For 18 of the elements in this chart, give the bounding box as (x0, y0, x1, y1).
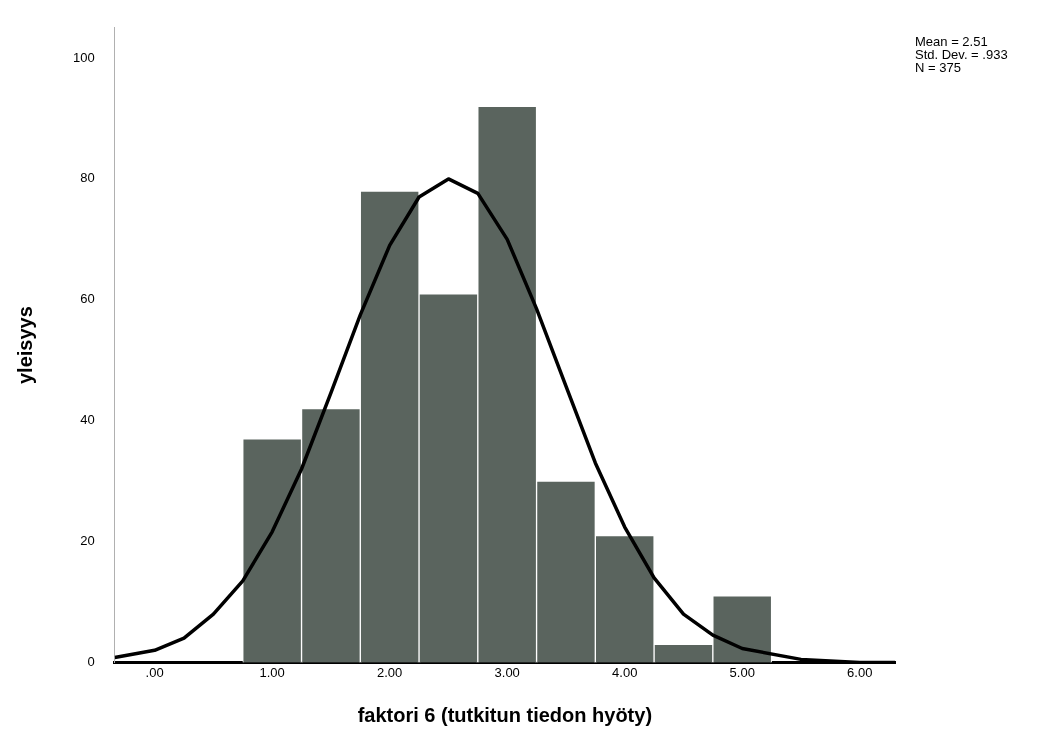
text: Mean = 2.51 (915, 34, 988, 50)
y-tick-label: 40 (80, 412, 95, 428)
y-tick-label: 80 (80, 170, 95, 186)
y-tick-label: 100 (72, 49, 95, 65)
y-tick-label: 0 (87, 653, 95, 669)
text: N = 375 (915, 60, 961, 76)
x-tick-label: 4.00 (612, 664, 638, 680)
x-tick-label: 6.00 (847, 664, 873, 680)
x-tick-label: .00 (145, 664, 164, 680)
x-tick-label: 5.00 (729, 664, 755, 680)
y-tick-label: 60 (80, 291, 95, 307)
x-tick-label: 1.00 (259, 664, 285, 680)
y-axis-title: yleisyys (13, 306, 36, 385)
x-axis-title: faktori 6 (tutkitun tiedon hyöty) (357, 703, 653, 726)
text: Std. Dev. = .933 (915, 47, 1008, 63)
y-tick-label: 20 (80, 533, 95, 549)
x-tick-label: 2.00 (377, 664, 403, 680)
x-tick-label: 3.00 (494, 664, 520, 680)
